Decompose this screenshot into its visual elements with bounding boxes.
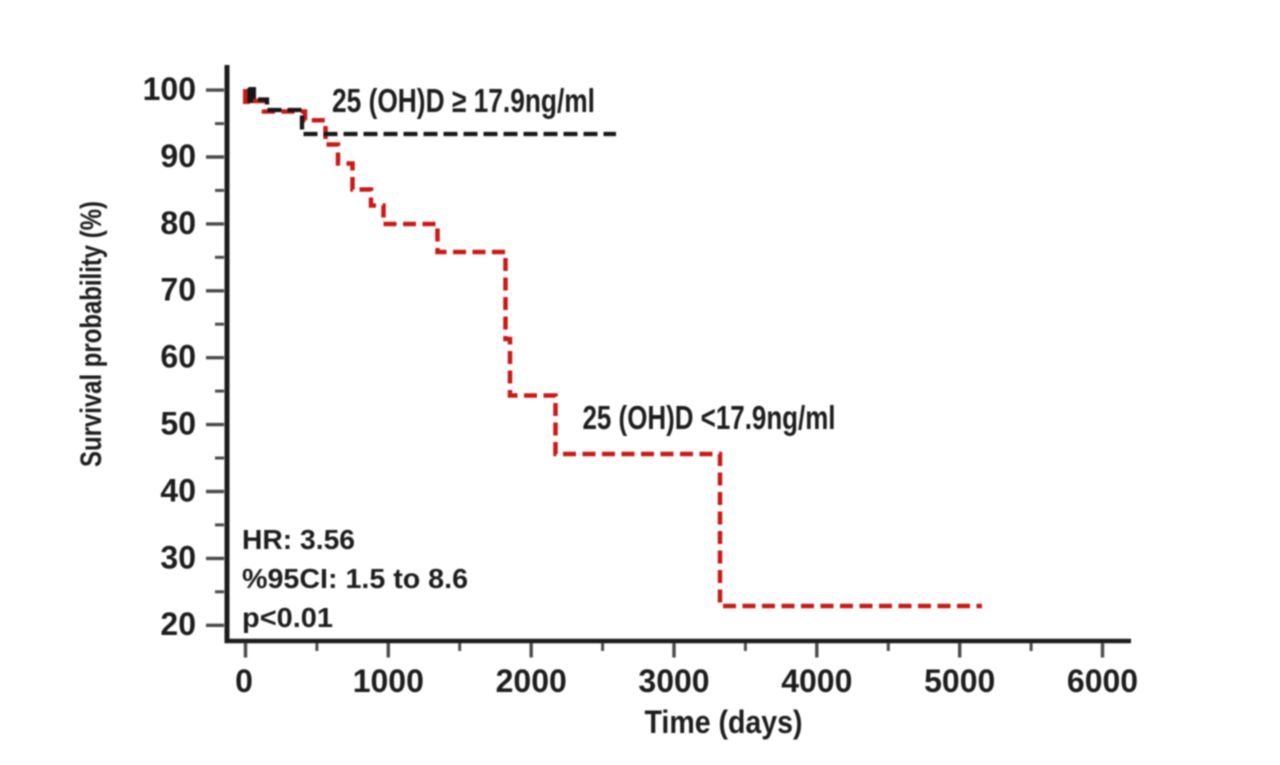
svg-text:50: 50: [160, 406, 196, 442]
svg-text:20: 20: [160, 606, 196, 642]
svg-text:40: 40: [160, 472, 196, 508]
svg-text:6000: 6000: [1067, 663, 1138, 699]
svg-text:25 (OH)D <17.9ng/ml: 25 (OH)D <17.9ng/ml: [583, 399, 836, 436]
svg-text:%95CI: 1.5 to 8.6: %95CI: 1.5 to 8.6: [242, 563, 468, 594]
svg-text:3000: 3000: [638, 663, 709, 699]
svg-text:30: 30: [160, 539, 196, 575]
svg-text:HR: 3.56: HR: 3.56: [242, 524, 355, 555]
svg-text:5000: 5000: [924, 663, 995, 699]
svg-text:70: 70: [160, 272, 196, 308]
svg-text:0: 0: [235, 663, 253, 699]
svg-text:Time (days): Time (days): [645, 704, 803, 740]
svg-text:60: 60: [160, 339, 196, 375]
svg-text:p<0.01: p<0.01: [242, 602, 333, 633]
svg-text:80: 80: [160, 205, 196, 241]
svg-text:2000: 2000: [496, 663, 567, 699]
svg-text:4000: 4000: [781, 663, 852, 699]
svg-text:Survival probability (%): Survival probability (%): [75, 201, 108, 467]
svg-text:90: 90: [160, 138, 196, 174]
svg-text:1000: 1000: [353, 663, 424, 699]
svg-text:25 (OH)D ≥ 17.9ng/ml: 25 (OH)D ≥ 17.9ng/ml: [332, 82, 595, 119]
svg-text:100: 100: [143, 71, 196, 107]
